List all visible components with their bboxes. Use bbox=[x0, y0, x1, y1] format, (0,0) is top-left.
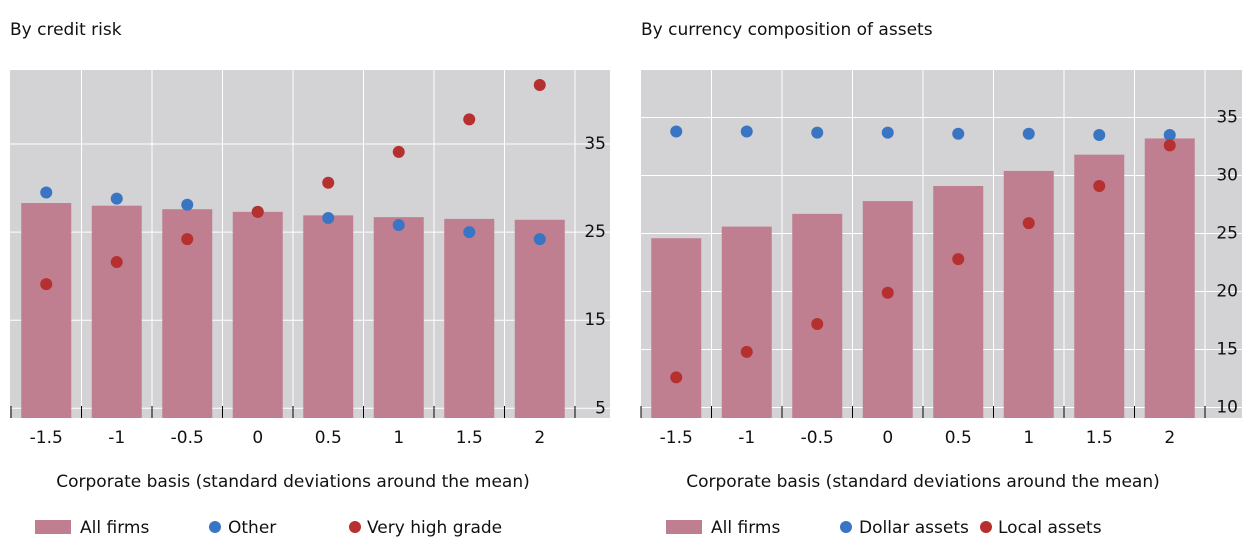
x-tick-label: -0.5 bbox=[171, 428, 204, 448]
y-tick-label: 25 bbox=[584, 222, 606, 242]
bar bbox=[373, 217, 424, 418]
dot bbox=[392, 219, 405, 232]
legend-label: Local assets bbox=[998, 518, 1102, 538]
x-tick-label: 1.5 bbox=[456, 428, 483, 448]
chart-title: By credit risk bbox=[10, 20, 122, 40]
dot bbox=[251, 205, 264, 218]
legend-label: Other bbox=[228, 518, 276, 538]
x-tick-label: 0.5 bbox=[315, 428, 342, 448]
dot bbox=[1163, 128, 1176, 141]
dot bbox=[181, 198, 194, 211]
y-tick-label: 30 bbox=[1216, 166, 1238, 186]
y-tick-label: 5 bbox=[595, 398, 606, 418]
x-tick-label: 0.5 bbox=[945, 428, 972, 448]
x-axis-label: Corporate basis (standard deviations aro… bbox=[56, 472, 529, 492]
x-tick-label: 1.5 bbox=[1086, 428, 1113, 448]
bar bbox=[444, 218, 495, 418]
dot bbox=[40, 186, 53, 199]
legend-label: Dollar assets bbox=[859, 518, 969, 538]
bar bbox=[91, 205, 142, 418]
dot bbox=[881, 286, 894, 299]
legend-swatch bbox=[980, 521, 992, 533]
dot bbox=[952, 253, 965, 266]
dot bbox=[1093, 180, 1106, 192]
x-tick-label: -1 bbox=[108, 428, 125, 448]
x-tick-label: -1.5 bbox=[30, 428, 63, 448]
bar bbox=[933, 186, 984, 418]
dot bbox=[740, 345, 753, 358]
x-tick-label: 2 bbox=[534, 428, 545, 448]
x-axis-label: Corporate basis (standard deviations aro… bbox=[686, 472, 1159, 492]
dot bbox=[1022, 217, 1035, 230]
bar bbox=[721, 226, 772, 418]
dot bbox=[322, 176, 335, 189]
legend-swatch bbox=[35, 520, 71, 534]
y-tick-label: 10 bbox=[1216, 398, 1238, 418]
dot bbox=[392, 145, 405, 158]
bar bbox=[1074, 154, 1125, 418]
legend-swatch bbox=[209, 521, 221, 533]
y-tick-label: 20 bbox=[1216, 282, 1238, 302]
bar bbox=[792, 213, 843, 418]
x-tick-label: -1.5 bbox=[660, 428, 693, 448]
bar bbox=[651, 238, 702, 418]
x-tick-label: 1 bbox=[393, 428, 404, 448]
x-tick-label: -1 bbox=[738, 428, 755, 448]
x-tick-label: 0 bbox=[882, 428, 893, 448]
legend-swatch bbox=[666, 520, 702, 534]
dot bbox=[811, 318, 824, 331]
dot bbox=[40, 278, 53, 291]
dot bbox=[811, 126, 824, 139]
dot bbox=[881, 126, 894, 139]
dot bbox=[463, 226, 476, 239]
bar bbox=[303, 215, 354, 418]
y-tick-label: 15 bbox=[1216, 340, 1238, 360]
dot bbox=[1093, 128, 1106, 141]
legend-swatch bbox=[840, 521, 852, 533]
dot bbox=[952, 127, 965, 140]
dot bbox=[322, 212, 335, 225]
x-tick-label: 1 bbox=[1023, 428, 1034, 448]
bar bbox=[232, 211, 283, 418]
dot bbox=[110, 192, 123, 205]
y-tick-label: 15 bbox=[584, 310, 606, 330]
dot bbox=[110, 256, 123, 269]
bar bbox=[1144, 138, 1195, 418]
dot bbox=[670, 125, 683, 138]
legend-label: All firms bbox=[80, 518, 149, 538]
y-tick-label: 35 bbox=[1216, 108, 1238, 128]
x-tick-label: -0.5 bbox=[801, 428, 834, 448]
legend-swatch bbox=[349, 521, 361, 533]
dot bbox=[1022, 127, 1035, 140]
dot bbox=[1163, 139, 1176, 152]
dot bbox=[533, 233, 546, 246]
bar bbox=[862, 201, 913, 418]
legend-label: Very high grade bbox=[367, 518, 502, 538]
dot bbox=[463, 113, 476, 126]
dot bbox=[740, 125, 753, 138]
y-tick-label: 25 bbox=[1216, 224, 1238, 244]
y-tick-label: 35 bbox=[584, 134, 606, 154]
x-tick-label: 2 bbox=[1164, 428, 1175, 448]
x-tick-label: 0 bbox=[252, 428, 263, 448]
legend-label: All firms bbox=[711, 518, 780, 538]
chart-title: By currency composition of assets bbox=[641, 20, 933, 40]
bar bbox=[21, 203, 72, 418]
bar bbox=[514, 219, 565, 418]
dot bbox=[533, 78, 546, 91]
bar bbox=[1003, 170, 1054, 418]
dot bbox=[181, 233, 194, 246]
dot bbox=[670, 371, 683, 384]
